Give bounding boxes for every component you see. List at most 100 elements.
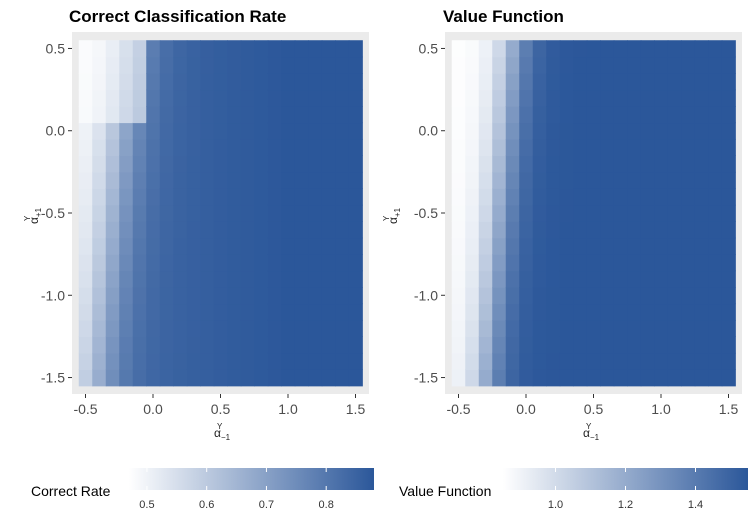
heatmap-cell [654, 319, 669, 337]
heatmap-cell [586, 56, 601, 74]
heatmap-cell [119, 237, 134, 255]
heatmap-cell [654, 336, 669, 354]
heatmap-cell [200, 221, 215, 239]
heatmap-cell [681, 287, 696, 305]
heatmap-cell [308, 73, 323, 91]
heatmap-cell [173, 319, 188, 337]
y-axis: -1.5 -1.0 -0.5 0.0 0.5 [414, 40, 445, 386]
heatmap-cell [281, 89, 296, 107]
heatmap-cell [159, 303, 174, 321]
heatmap-cell [308, 155, 323, 173]
heatmap-cell [532, 155, 547, 173]
heatmap-cell [667, 270, 682, 288]
heatmap-cell [600, 40, 615, 58]
heatmap-cell [721, 369, 736, 387]
heatmap-cell [613, 171, 628, 189]
heatmap-cell [721, 221, 736, 239]
heatmap-cell [505, 352, 520, 370]
heatmap-cell [492, 254, 507, 272]
heatmap-cell [451, 254, 466, 272]
heatmap-cell [505, 204, 520, 222]
heatmap-cell [627, 287, 642, 305]
heatmap-cell [613, 287, 628, 305]
heatmap-cell [681, 319, 696, 337]
heatmap-cell [132, 254, 147, 272]
heatmap-cell [640, 122, 655, 140]
heatmap-cell [186, 73, 201, 91]
heatmap-cell [200, 73, 215, 91]
heatmap-cell [451, 40, 466, 58]
heatmap-cell [119, 56, 134, 74]
heatmap-cell [308, 40, 323, 58]
heatmap-cell [492, 188, 507, 206]
heatmap-cell [92, 56, 107, 74]
heatmap-cell [308, 138, 323, 156]
heatmap-cell [254, 287, 269, 305]
heatmap-cell [627, 336, 642, 354]
heatmap-cell [281, 106, 296, 124]
heatmap-cell [200, 40, 215, 58]
heatmap-cell [254, 122, 269, 140]
heatmap-cell [451, 106, 466, 124]
heatmap-cell [505, 369, 520, 387]
heatmap-cell [335, 287, 350, 305]
heatmap-cell [227, 352, 242, 370]
heatmap-cell [573, 287, 588, 305]
heatmap-cell [451, 270, 466, 288]
heatmap-cell [613, 89, 628, 107]
heatmap-cell [348, 237, 363, 255]
heatmap-cell [694, 188, 709, 206]
heatmap-cell [159, 352, 174, 370]
heatmap-cell [519, 106, 534, 124]
heatmap-cell [105, 56, 120, 74]
heatmap-cell [78, 138, 93, 156]
heatmap-cell [200, 171, 215, 189]
heatmap-cell [627, 155, 642, 173]
heatmap-cell [119, 336, 134, 354]
heatmap-cell [213, 336, 228, 354]
heatmap-cell [146, 303, 161, 321]
heatmap-cell [146, 73, 161, 91]
heatmap-cell [600, 287, 615, 305]
heatmap-cell [267, 270, 282, 288]
heatmap-cell [186, 56, 201, 74]
heatmap-cell [92, 237, 107, 255]
heatmap-cell [281, 336, 296, 354]
heatmap-cell [694, 270, 709, 288]
heatmap-cell [254, 188, 269, 206]
heatmap-cell [78, 89, 93, 107]
heatmap-cell [240, 73, 255, 91]
heatmap-cell [586, 106, 601, 124]
heatmap-cell [254, 369, 269, 387]
heatmap-cell [173, 204, 188, 222]
heatmap-cell [465, 122, 480, 140]
heatmap-cell [640, 319, 655, 337]
heatmap-cell [465, 204, 480, 222]
heatmap-cell [681, 188, 696, 206]
heatmap-cell [186, 122, 201, 140]
heatmap-cell [335, 73, 350, 91]
heatmap-cell [532, 188, 547, 206]
heatmap-cell [586, 336, 601, 354]
heatmap-cell [186, 171, 201, 189]
heatmap-cell [173, 40, 188, 58]
heatmap-cell [478, 138, 493, 156]
heatmap-cell [519, 369, 534, 387]
heatmap-cell [146, 122, 161, 140]
heatmap-cell [640, 40, 655, 58]
heatmap-cell [254, 155, 269, 173]
heatmap-cell [492, 237, 507, 255]
heatmap-cell [532, 73, 547, 91]
heatmap-cell [654, 287, 669, 305]
heatmap-cell [532, 89, 547, 107]
heatmap-cell [335, 336, 350, 354]
heatmap-cell [546, 56, 561, 74]
x-tick-label: 0.5 [211, 401, 231, 417]
heatmap-cell [573, 221, 588, 239]
heatmap-cell [654, 122, 669, 140]
x-tick-label: 1.0 [651, 401, 671, 417]
heatmap-cell [105, 40, 120, 58]
heatmap-cell [559, 122, 574, 140]
heatmap-cell [200, 138, 215, 156]
heatmap-cell [213, 369, 228, 387]
